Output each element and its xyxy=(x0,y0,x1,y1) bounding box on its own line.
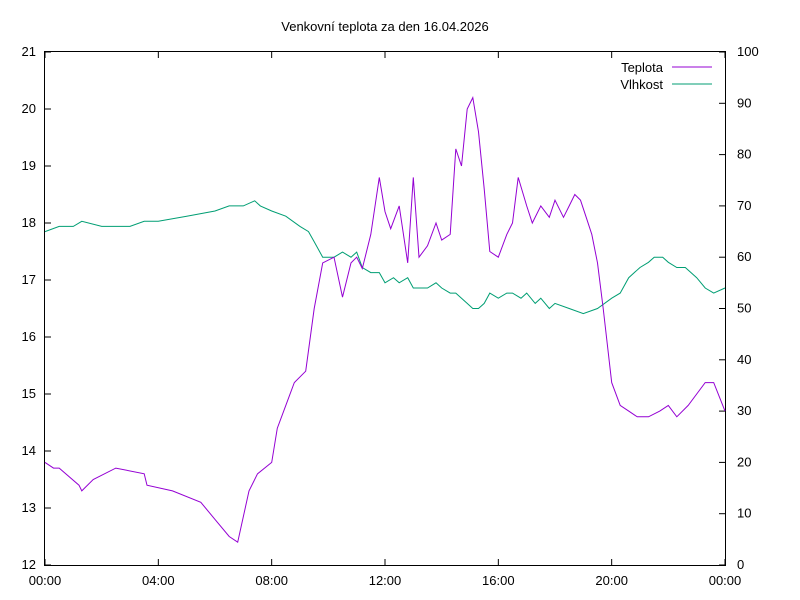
x-tick-label: 00:00 xyxy=(29,573,62,588)
legend: Teplota Vlhkost xyxy=(620,60,712,92)
x-tick-label: 20:00 xyxy=(595,573,628,588)
y-left-tick-label: 15 xyxy=(22,386,36,401)
y-right-tick-label: 80 xyxy=(737,147,751,162)
y-right-tick-label: 50 xyxy=(737,301,751,316)
y-right-tick-label: 40 xyxy=(737,352,751,367)
y-right-tick-label: 70 xyxy=(737,198,751,213)
x-tick-label: 08:00 xyxy=(255,573,288,588)
y-left-tick-label: 17 xyxy=(22,272,36,287)
x-tick-label: 00:00 xyxy=(709,573,742,588)
plot-frame xyxy=(44,51,726,566)
series-line-vlhkost xyxy=(44,200,726,315)
x-tick-label: 04:00 xyxy=(142,573,175,588)
y-left-tick-label: 18 xyxy=(22,215,36,230)
y-right-tick-label: 30 xyxy=(737,403,751,418)
y-left-tick-label: 20 xyxy=(22,101,36,116)
y-left-tick-label: 21 xyxy=(22,44,36,59)
legend-label: Vlhkost xyxy=(620,77,663,92)
x-tick-label: 12:00 xyxy=(369,573,402,588)
chart-title: Venkovní teplota za den 16.04.2026 xyxy=(281,19,488,34)
y-right-tick-label: 60 xyxy=(737,249,751,264)
y-right-tick-label: 0 xyxy=(737,557,744,572)
legend-label: Teplota xyxy=(621,60,664,75)
x-tick-label: 16:00 xyxy=(482,573,515,588)
y-left-tick-label: 13 xyxy=(22,500,36,515)
y-left-tick-label: 16 xyxy=(22,329,36,344)
y-right-tick-label: 20 xyxy=(737,454,751,469)
series-lines xyxy=(44,95,726,544)
y-left-tick-label: 12 xyxy=(22,557,36,572)
y-left-tick-label: 14 xyxy=(22,443,36,458)
y-right-tick-label: 90 xyxy=(737,95,751,110)
y-right-tick-label: 10 xyxy=(737,506,751,521)
axis-ticks: 00:00 04:00 08:00 12:00 16:00 20:00 00:0012131… xyxy=(22,44,759,588)
y-left-tick-label: 19 xyxy=(22,158,36,173)
series-line-teplota xyxy=(44,95,726,544)
y-right-tick-label: 100 xyxy=(737,44,759,59)
